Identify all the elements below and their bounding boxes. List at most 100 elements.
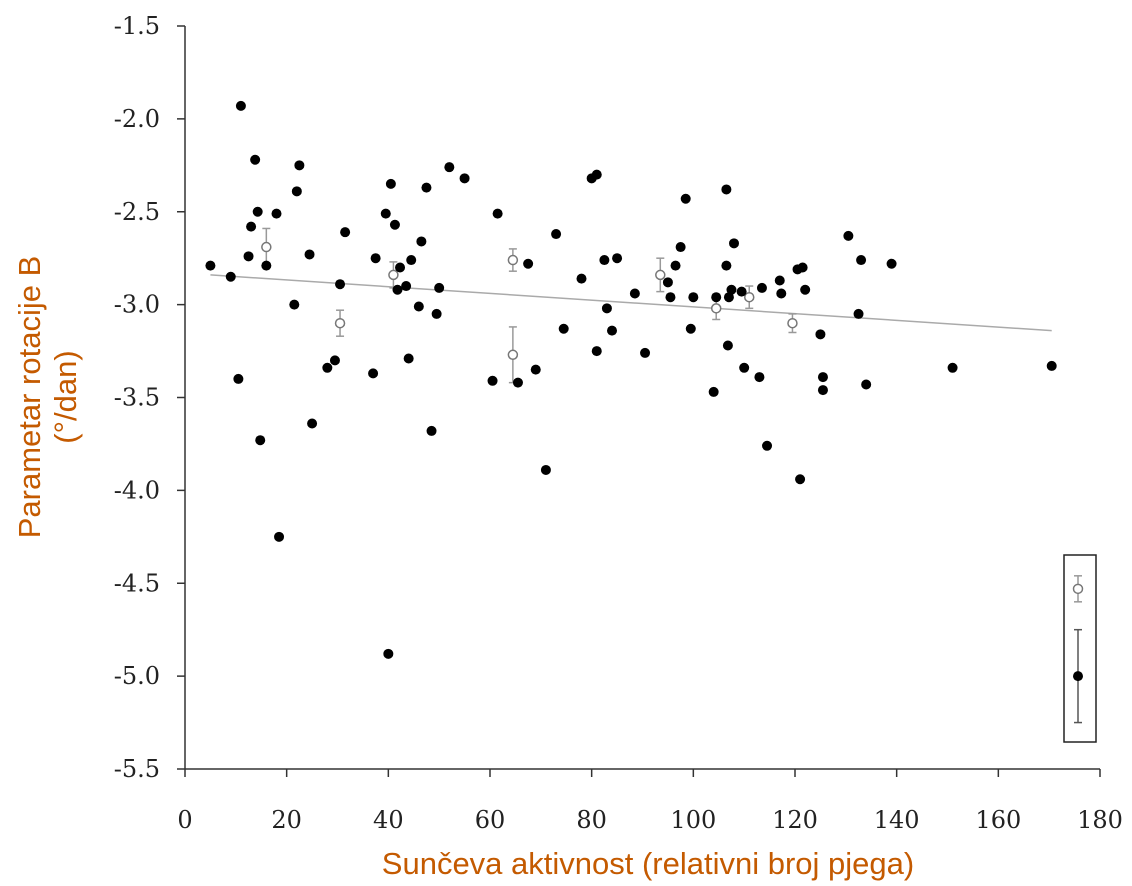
x-tick-label: 40 — [373, 806, 404, 834]
data-point — [754, 372, 765, 383]
data-point — [294, 160, 305, 171]
data-point — [380, 208, 391, 219]
data-point — [688, 292, 699, 303]
data-point — [797, 262, 808, 273]
data-point — [856, 255, 867, 266]
data-point — [607, 325, 617, 336]
data-point — [530, 364, 541, 375]
open-data-point — [507, 254, 519, 266]
x-tick-label: 100 — [670, 806, 716, 834]
data-point — [947, 362, 958, 373]
data-point — [385, 178, 396, 189]
y-tick-label: -2.5 — [114, 198, 160, 226]
data-point — [335, 279, 346, 290]
data-point — [368, 368, 379, 379]
ticks — [177, 25, 1101, 777]
data-point — [817, 372, 828, 383]
data-point — [383, 648, 394, 659]
legend-box — [1063, 554, 1097, 743]
x-tick-label: 60 — [475, 806, 506, 834]
data-point — [1046, 360, 1057, 371]
y-tick-label: -2.0 — [114, 105, 160, 133]
x-tick-label: 80 — [576, 806, 607, 834]
data-point — [444, 162, 455, 173]
legend-items — [1072, 575, 1084, 724]
data-point — [675, 242, 686, 253]
data-point — [711, 292, 722, 303]
legend — [1063, 554, 1097, 743]
axes — [184, 26, 1100, 770]
data-point — [512, 377, 523, 388]
data-point — [389, 219, 400, 230]
data-point — [817, 385, 828, 396]
data-point — [886, 258, 897, 269]
data-point — [601, 303, 612, 314]
data-point — [762, 440, 773, 451]
y-tick-label: -4.0 — [114, 476, 160, 504]
data-point — [576, 273, 587, 284]
data-point — [551, 229, 562, 240]
data-point — [487, 375, 498, 386]
y-tick-label: -3.0 — [114, 291, 160, 319]
data-point — [243, 251, 254, 262]
data-point — [640, 347, 651, 358]
data-point — [612, 253, 623, 264]
data-point — [401, 281, 412, 292]
data-point — [261, 260, 272, 271]
data-point — [726, 284, 737, 295]
data-point — [861, 379, 872, 390]
x-tick-label: 0 — [177, 806, 192, 834]
data-point — [722, 340, 733, 351]
x-tick-label: 180 — [1077, 806, 1123, 834]
y-tick-label: -5.5 — [114, 755, 160, 783]
data-point — [736, 286, 747, 297]
open-circle-series — [261, 227, 798, 384]
open-data-point — [507, 349, 519, 361]
open-data-point — [655, 269, 666, 281]
data-point — [523, 258, 534, 269]
data-point — [670, 260, 681, 271]
y-tick-label: -3.5 — [114, 384, 160, 412]
data-point — [205, 260, 216, 271]
data-point — [492, 208, 503, 219]
data-point — [795, 474, 806, 485]
data-point — [800, 284, 811, 295]
data-point — [708, 386, 719, 397]
open-data-point — [744, 291, 755, 303]
data-point — [434, 282, 445, 293]
data-point — [662, 277, 673, 288]
data-point — [815, 329, 826, 340]
data-point — [685, 323, 696, 334]
filled-circle-series — [205, 100, 1057, 659]
data-point — [252, 206, 263, 217]
data-point — [403, 353, 414, 364]
data-point — [250, 154, 261, 165]
data-point — [255, 435, 266, 446]
data-point — [291, 186, 302, 197]
tick-labels: 0 20 40 60 80 100 120 140 160 180 -1.5 -2.0 -2.5 -3.0… — [114, 12, 1123, 834]
data-point — [739, 362, 750, 373]
data-point — [340, 227, 351, 238]
data-point — [680, 193, 691, 204]
data-point — [774, 275, 785, 286]
open-data-point — [787, 317, 798, 329]
data-point — [322, 362, 333, 373]
data-point — [776, 288, 787, 299]
y-tick-label: -1.5 — [114, 12, 160, 40]
data-point — [421, 182, 432, 193]
data-point — [629, 288, 640, 299]
data-point — [329, 355, 340, 366]
data-point — [756, 282, 767, 293]
data-point — [591, 169, 602, 180]
data-point — [591, 346, 602, 357]
data-point — [370, 253, 381, 264]
x-tick-label: 160 — [975, 806, 1021, 834]
data-point — [271, 208, 282, 219]
data-point — [304, 249, 315, 260]
y-axis-title-line2: (°/dan) — [48, 350, 83, 443]
data-point — [665, 292, 676, 303]
y-tick-label: -4.5 — [114, 569, 160, 597]
open-data-point — [388, 269, 399, 281]
data-point — [406, 255, 417, 266]
x-axis-title: Sunčeva aktivnost (relativni broj pjega) — [382, 846, 914, 881]
